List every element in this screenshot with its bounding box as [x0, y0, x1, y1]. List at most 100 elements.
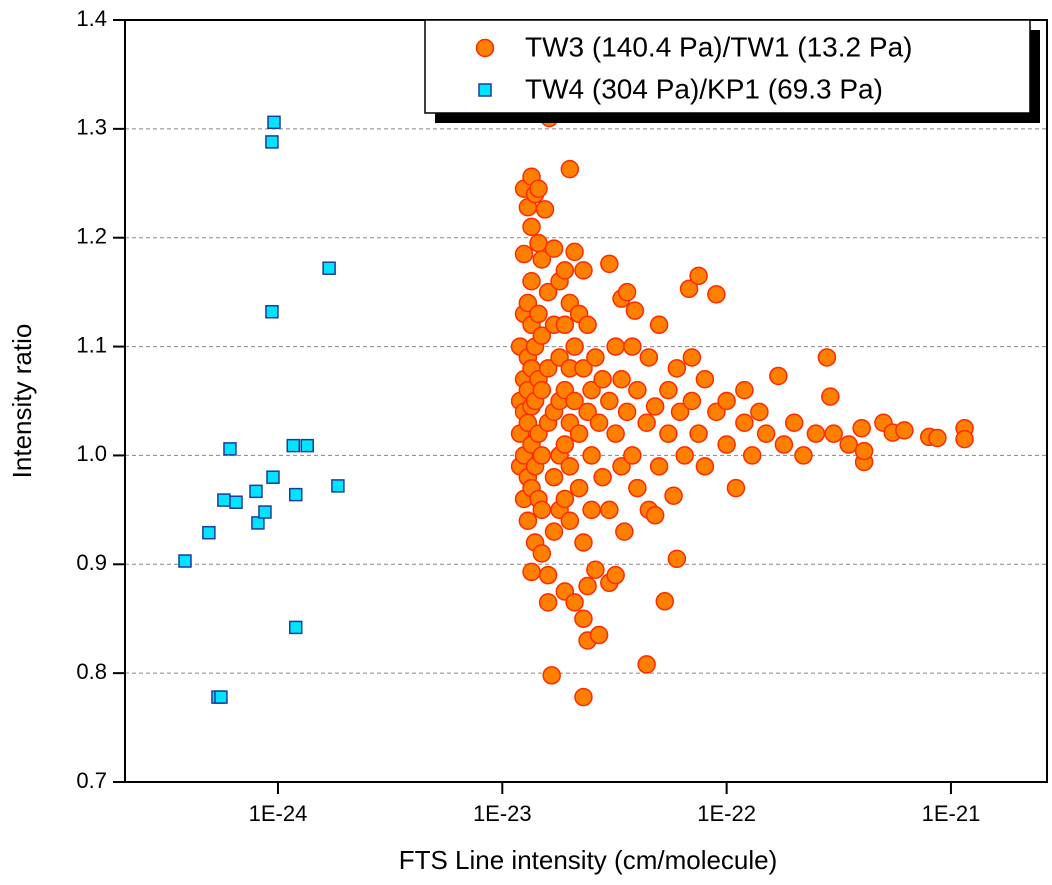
point: [565, 391, 584, 411]
point: [574, 261, 593, 280]
point: [600, 500, 619, 520]
point: [223, 442, 237, 456]
point: [854, 441, 874, 461]
point: [689, 266, 708, 286]
point: [565, 337, 584, 356]
plot-frame: [124, 19, 1048, 783]
x-tick-label: 1E-23: [473, 801, 532, 826]
point: [565, 242, 584, 262]
point: [600, 254, 619, 274]
point: [606, 424, 625, 443]
point: [574, 687, 593, 707]
point: [535, 200, 555, 219]
point: [659, 424, 678, 443]
point: [655, 592, 675, 611]
point: [178, 554, 192, 568]
point: [735, 380, 754, 400]
point: [286, 438, 301, 453]
legend-marker: [475, 38, 495, 58]
point: [612, 369, 631, 389]
point: [667, 549, 687, 569]
point: [331, 479, 345, 493]
y-tick-label: 1.1: [76, 332, 107, 357]
point: [615, 522, 634, 541]
point: [606, 565, 625, 585]
point: [589, 625, 609, 645]
point: [544, 522, 564, 541]
point: [742, 446, 762, 465]
point: [258, 505, 272, 519]
point: [514, 244, 534, 264]
point: [578, 576, 597, 596]
y-tick-label: 0.9: [76, 550, 107, 575]
point: [288, 487, 303, 502]
point: [593, 369, 612, 389]
point: [532, 544, 552, 563]
point: [538, 359, 558, 378]
point: [267, 115, 281, 130]
x-axis-label: FTS Line intensity (cm/molecule): [399, 845, 778, 875]
point: [784, 413, 804, 433]
point: [750, 402, 769, 422]
point: [664, 486, 683, 505]
point: [756, 424, 776, 443]
point: [560, 159, 580, 179]
point: [532, 326, 552, 345]
point: [555, 315, 575, 335]
series: [178, 115, 345, 704]
point: [202, 525, 216, 540]
point: [645, 506, 665, 525]
legend-label: TW3 (140.4 Pa)/TW1 (13.2 Pa): [525, 31, 912, 62]
point: [574, 359, 593, 378]
point: [667, 359, 687, 378]
point: [560, 457, 580, 476]
point: [895, 421, 914, 440]
point: [229, 495, 243, 509]
point: [569, 478, 589, 498]
point: [518, 511, 538, 530]
y-tick-label: 1.4: [76, 6, 107, 31]
x-tick-label: 1E-24: [249, 801, 308, 826]
point: [769, 366, 788, 386]
point: [586, 348, 605, 367]
point: [928, 428, 947, 448]
legend-label: TW4 (304 Pa)/KP1 (69.3 Pa): [525, 73, 883, 104]
point: [532, 250, 552, 269]
point: [852, 418, 871, 438]
y-tick-label: 0.8: [76, 659, 107, 684]
point: [707, 285, 726, 304]
point: [675, 446, 694, 465]
y-tick-label: 1.3: [76, 115, 107, 140]
point: [217, 493, 231, 507]
point: [555, 261, 575, 280]
point: [649, 457, 669, 476]
point: [214, 690, 228, 704]
series: [510, 108, 974, 707]
point: [529, 233, 548, 253]
point: [625, 301, 645, 320]
point: [251, 516, 265, 530]
point: [578, 315, 597, 335]
point: [717, 391, 736, 411]
point: [522, 272, 541, 291]
point: [265, 304, 279, 319]
point: [955, 429, 974, 449]
legend-box: [424, 19, 1031, 114]
point: [679, 279, 699, 299]
point: [637, 655, 656, 674]
point: [555, 489, 575, 509]
point: [806, 424, 826, 443]
point: [574, 609, 593, 628]
point: [555, 435, 575, 454]
point: [544, 467, 564, 487]
point: [735, 413, 754, 433]
point: [589, 413, 609, 433]
point: [682, 391, 702, 411]
point: [628, 380, 647, 400]
point: [582, 446, 601, 465]
point: [623, 446, 642, 465]
point: [249, 484, 263, 499]
point: [817, 348, 837, 367]
point: [522, 562, 541, 582]
